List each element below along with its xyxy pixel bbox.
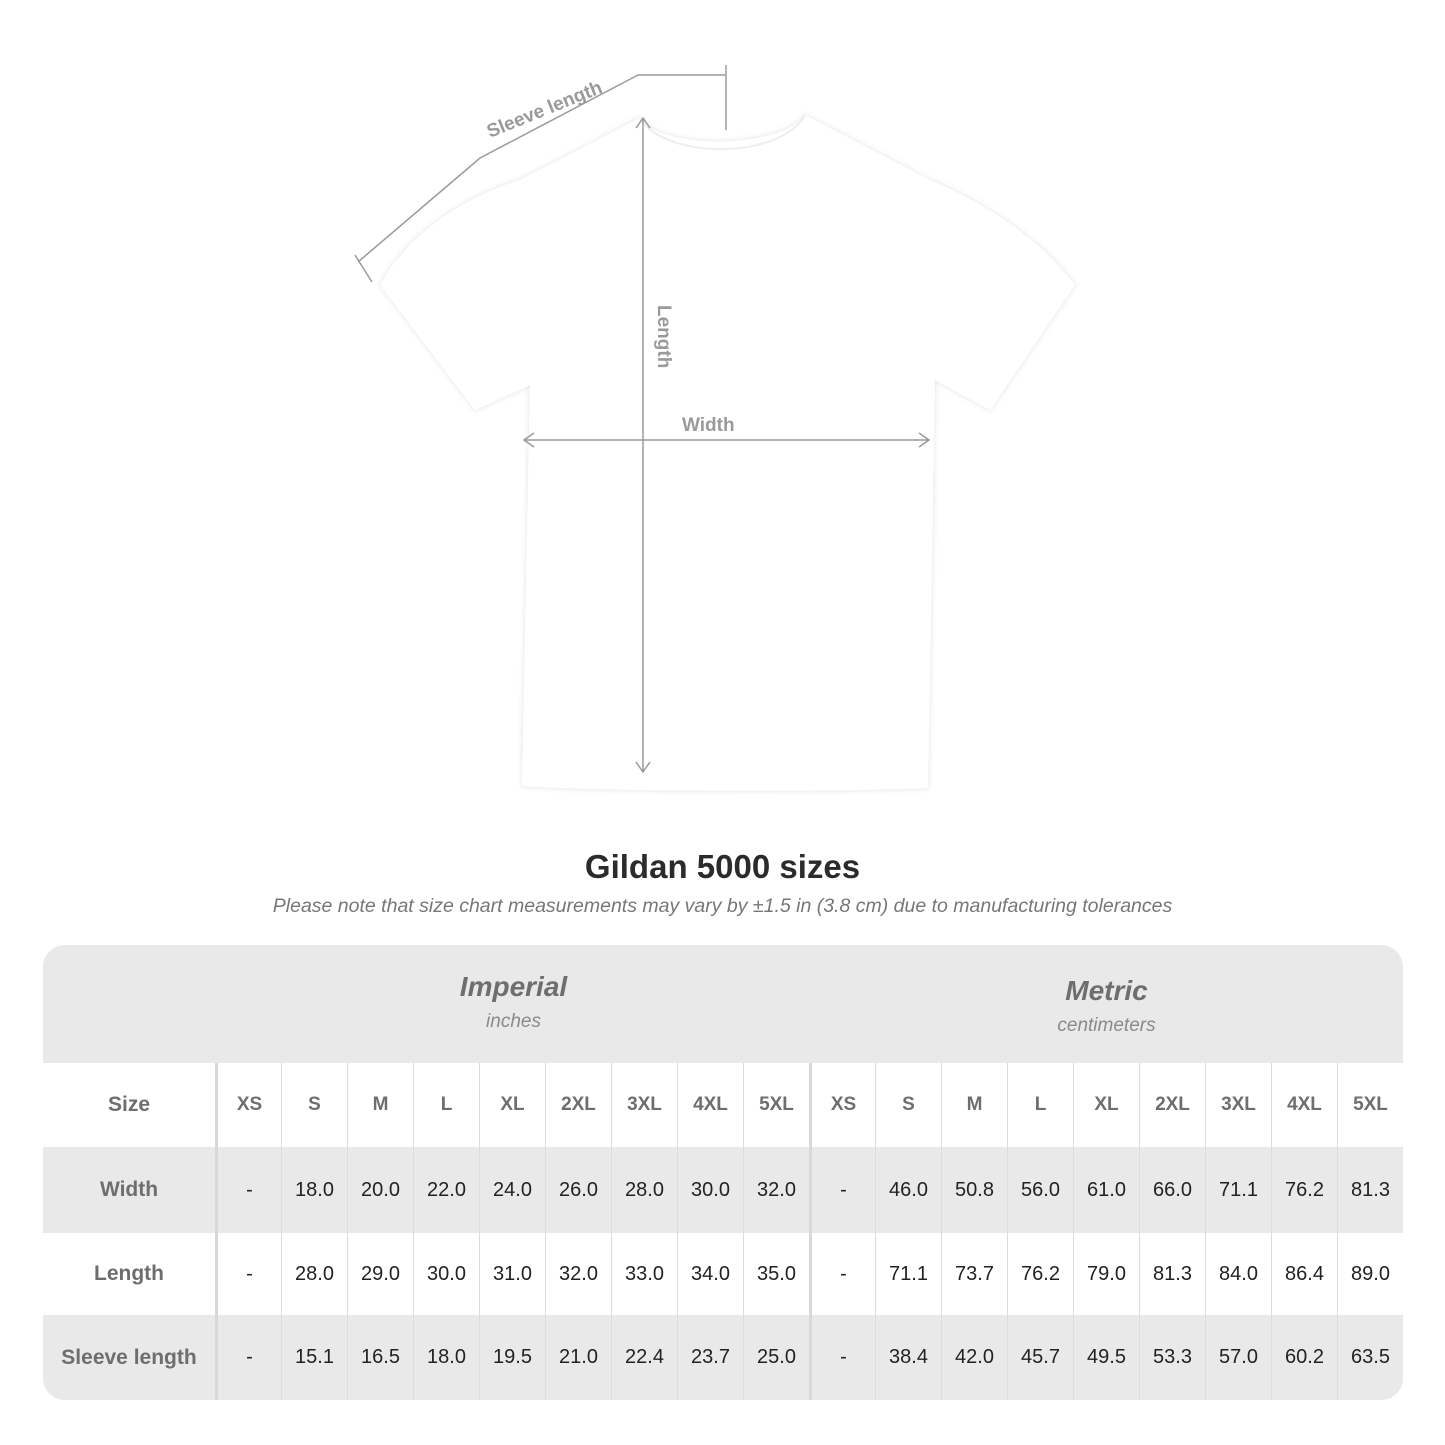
value-cell: 34.0 [677, 1233, 743, 1315]
page-title: Gildan 5000 sizes [584, 848, 861, 885]
value-cell: 33.0 [611, 1233, 677, 1315]
value-cell: 45.7 [1007, 1315, 1073, 1400]
value-cell: 19.5 [479, 1315, 545, 1400]
imperial-title: Imperial [459, 971, 568, 1002]
value-cell: 57.0 [1205, 1315, 1271, 1400]
tshirt-diagram: Sleeve length Length Width [354, 65, 1075, 791]
value-cell: 29.0 [347, 1233, 413, 1315]
length-label: Length [653, 305, 674, 368]
value-cell: - [809, 1233, 875, 1315]
size-header-cell: 2XL [1139, 1063, 1205, 1147]
value-cell: - [809, 1147, 875, 1233]
value-cell: 35.0 [743, 1233, 809, 1315]
value-cell: 21.0 [545, 1315, 611, 1400]
value-cell: 30.0 [413, 1233, 479, 1315]
value-cell: 76.2 [1271, 1147, 1337, 1233]
size-header-cell: 5XL [1337, 1063, 1403, 1147]
value-cell: 30.0 [677, 1147, 743, 1233]
value-cell: 24.0 [479, 1147, 545, 1233]
row-label: Size [107, 1093, 151, 1116]
value-cell: 79.0 [1073, 1233, 1139, 1315]
width-label: Width [682, 415, 735, 436]
value-cell: 42.0 [941, 1315, 1007, 1400]
size-header-cell: XS [809, 1063, 875, 1147]
metric-unit: centimeters [1057, 1015, 1156, 1036]
size-header-cell: 4XL [677, 1063, 743, 1147]
value-cell: 53.3 [1139, 1315, 1205, 1400]
value-cell: 18.0 [281, 1147, 347, 1233]
value-cell: 60.2 [1271, 1315, 1337, 1400]
value-cell: 15.1 [281, 1315, 347, 1400]
metric-title: Metric [1065, 975, 1148, 1006]
value-cell: - [215, 1233, 281, 1315]
size-header-cell: 5XL [743, 1063, 809, 1147]
value-cell: 73.7 [941, 1233, 1007, 1315]
value-cell: 66.0 [1139, 1147, 1205, 1233]
imperial-unit: inches [486, 1011, 541, 1032]
value-cell: 84.0 [1205, 1233, 1271, 1315]
size-header-cell: 4XL [1271, 1063, 1337, 1147]
value-cell: 89.0 [1337, 1233, 1403, 1315]
size-header-cell: 3XL [611, 1063, 677, 1147]
size-header-row: Size XS S M L XL 2XL 3XL 4XL 5XL XS S M L XL 2XL 3XL 4XL 5… [43, 1063, 1403, 1147]
value-cell: 61.0 [1073, 1147, 1139, 1233]
value-cell: 23.7 [677, 1315, 743, 1400]
value-cell: 81.3 [1337, 1147, 1403, 1233]
metric-header: Metric centimeters [810, 945, 1403, 1063]
tolerance-note: Please note that size chart measurements… [272, 895, 1173, 917]
value-cell: 25.0 [743, 1315, 809, 1400]
value-cell: 56.0 [1007, 1147, 1073, 1233]
value-cell: - [215, 1315, 281, 1400]
value-cell: 31.0 [479, 1233, 545, 1315]
tshirt-image [380, 115, 1075, 791]
value-cell: 32.0 [743, 1147, 809, 1233]
imperial-header: Imperial inches [215, 945, 812, 1063]
value-cell: 16.5 [347, 1315, 413, 1400]
table-row: Width -18.0 20.0 22.0 24.0 26.0 28.0 30.0 32.0-4… [43, 1147, 1403, 1233]
value-cell: 26.0 [545, 1147, 611, 1233]
size-header-cell: L [413, 1063, 479, 1147]
size-header-cell: XL [479, 1063, 545, 1147]
length-measure-line [635, 116, 651, 774]
value-cell: 71.1 [1205, 1147, 1271, 1233]
row-label: Sleeve length [61, 1345, 197, 1369]
value-cell: 22.4 [611, 1315, 677, 1400]
table-row: Length -28.0 29.0 30.0 31.0 32.0 33.0 34.0 35.0-… [43, 1233, 1403, 1315]
size-table: Imperial inches Metric centimeters Size X… [43, 945, 1403, 1400]
value-cell: 28.0 [281, 1233, 347, 1315]
value-cell: 22.0 [413, 1147, 479, 1233]
value-cell: - [215, 1147, 281, 1233]
value-cell: 86.4 [1271, 1233, 1337, 1315]
value-cell: 50.8 [941, 1147, 1007, 1233]
value-cell: 49.5 [1073, 1315, 1139, 1400]
value-cell: 81.3 [1139, 1233, 1205, 1315]
row-label: Width [99, 1178, 159, 1201]
value-cell: - [809, 1315, 875, 1400]
value-cell: 32.0 [545, 1233, 611, 1315]
value-cell: 38.4 [875, 1315, 941, 1400]
size-header-cell: L [1007, 1063, 1073, 1147]
size-header-cell: XL [1073, 1063, 1139, 1147]
value-cell: 46.0 [875, 1147, 941, 1233]
size-header-cell: M [941, 1063, 1007, 1147]
value-cell: 18.0 [413, 1315, 479, 1400]
collar [639, 114, 806, 151]
row-label: Length [94, 1262, 164, 1285]
width-measure-line [522, 432, 931, 448]
value-cell: 76.2 [1007, 1233, 1073, 1315]
size-header-cell: 2XL [545, 1063, 611, 1147]
table-row: Sleeve length -15.1 16.5 18.0 19.5 21.0 22.4 23… [43, 1315, 1403, 1400]
size-header-cell: S [281, 1063, 347, 1147]
size-header-cell: 3XL [1205, 1063, 1271, 1147]
value-cell: 63.5 [1337, 1315, 1403, 1400]
size-header-cell: XS [215, 1063, 281, 1147]
value-cell: 28.0 [611, 1147, 677, 1233]
value-cell: 71.1 [875, 1233, 941, 1315]
sleeve-length-label: Sleeve length [484, 77, 605, 142]
value-cell: 20.0 [347, 1147, 413, 1233]
size-header-cell: S [875, 1063, 941, 1147]
size-header-cell: M [347, 1063, 413, 1147]
sleeve-measure-line [354, 65, 727, 283]
